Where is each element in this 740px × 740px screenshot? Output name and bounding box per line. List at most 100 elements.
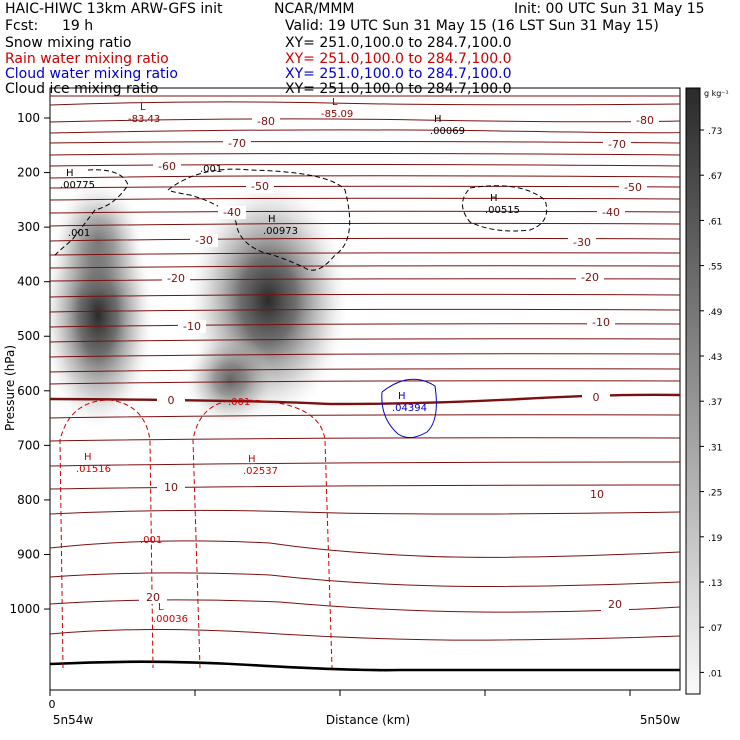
isotherm-label-bg	[139, 591, 167, 604]
isotherm-label-bg	[583, 488, 611, 501]
y-tick-label: 700	[17, 438, 40, 452]
field-rain-name: Rain water mixing ratio	[5, 51, 169, 67]
isotherm-label-bg	[178, 320, 206, 333]
isotherm-label: -30	[573, 236, 591, 249]
x-right-location: 5n50w	[640, 713, 681, 727]
isotherm-label-bg	[631, 114, 659, 127]
isotherm-label: -20	[167, 272, 185, 285]
isotherm-label-bg	[252, 115, 280, 128]
isotherm-label-bg	[603, 138, 631, 151]
contour-labels: .001 .001 .001 .001	[68, 164, 250, 546]
isotherm-label: -80	[257, 115, 275, 128]
colorbar-tick-label: .13	[708, 579, 722, 589]
init-time: Init: 00 UTC Sun 31 May 15	[514, 1, 705, 17]
y-axis-ticks: 100 200 300 400 500 600 700 800 900 1000	[9, 111, 50, 616]
x-origin-label: 0	[49, 698, 56, 711]
forecast-label: Fcst:	[5, 18, 39, 34]
isotherm-labels: -80 -80 -70 -70 -60 -50 -50 -40 -40 -30 -30 -20 -20 -…	[139, 114, 659, 611]
terrain-line	[49, 660, 680, 672]
isotherm-label: -20	[581, 271, 599, 284]
center-label: NCAR/MMM	[274, 1, 355, 17]
field-cloudice-xy: XY= 251.0,100.0 to 284.7,100.0	[285, 81, 512, 97]
y-tick-label: 600	[17, 384, 40, 398]
extremum-marker: H	[66, 168, 74, 179]
snow-shading	[50, 180, 348, 430]
field-cloudwater-xy: XY= 251.0,100.0 to 284.7,100.0	[285, 66, 512, 82]
isotherm-label: -50	[251, 180, 269, 193]
colorbar-tick-label: .37	[708, 398, 722, 408]
extremum-value: .04394	[392, 403, 427, 414]
isotherm-label-bg	[246, 180, 274, 193]
colorbar-tick-label: .07	[708, 624, 722, 634]
colorbar-tick-label: .43	[708, 353, 722, 363]
extremum-value: .00036	[153, 614, 188, 625]
isotherm-label: -70	[228, 137, 246, 150]
isotherm-label-bg	[619, 181, 647, 194]
plot-frame	[49, 87, 681, 691]
isotherm-label: 0	[168, 394, 175, 407]
y-axis-label: Pressure (hPa)	[3, 345, 17, 431]
extremum-value: .02537	[243, 466, 278, 477]
isotherm-label: -40	[223, 206, 241, 219]
extremum-marker: H	[398, 391, 406, 402]
x-axis-label: Distance (km)	[326, 713, 410, 727]
field-snow-xy: XY= 251.0,100.0 to 284.7,100.0	[285, 35, 512, 51]
y-tick-label: 900	[17, 547, 40, 561]
colorbar-tick-label: .49	[708, 308, 723, 318]
field-snow-name: Snow mixing ratio	[5, 35, 132, 51]
extremum-marker: H	[84, 452, 92, 463]
isotherm-label-bg	[587, 316, 615, 329]
extremum-value: .00069	[430, 126, 465, 137]
extremum-value: .00775	[60, 180, 95, 191]
colorbar-ticks: .73 .67 .61 .55 .49 .43 .37 .31 .25 .19 .13 .07 .01	[700, 127, 723, 679]
valid-time: Valid: 19 UTC Sun 31 May 15 (16 LST Sun …	[285, 18, 659, 34]
isotherm-label-bg	[223, 137, 251, 150]
isotherm-label-bg	[582, 391, 610, 404]
cloud-ice-contours	[54, 168, 548, 271]
rain-water-contours	[59, 399, 333, 669]
field-cloudice-name: Cloud ice mixing ratio	[5, 81, 159, 97]
extremum-value: -85.09	[321, 109, 353, 120]
colorbar-tick-label: .25	[708, 489, 722, 499]
isotherm-lines	[50, 95, 680, 641]
colorbar-tick-label: .01	[708, 669, 722, 679]
y-tick-label: 100	[17, 111, 40, 125]
isotherm-label: 10	[164, 481, 178, 494]
forecast-value: 19 h	[62, 18, 94, 34]
extremum-value: -83.43	[128, 114, 160, 125]
isotherm-label: 20	[146, 591, 160, 604]
chart-title: HAIC-HIWC 13km ARW-GFS init	[5, 1, 223, 17]
field-cloudwater-name: Cloud water mixing ratio	[5, 66, 178, 82]
contour-label: .001	[200, 164, 222, 175]
extremum-value: .00973	[263, 226, 298, 237]
isotherm-label: -10	[183, 320, 201, 333]
extremum-marker: L	[332, 97, 338, 108]
isotherm-label: -60	[158, 160, 176, 173]
extremum-marker: H	[268, 214, 276, 225]
extremum-marker: L	[158, 602, 164, 613]
colorbar-tick-label: .61	[708, 217, 722, 227]
x-left-location: 5n54w	[53, 713, 94, 727]
isotherm-label-bg	[576, 271, 604, 284]
isotherm-label-bg	[568, 236, 596, 249]
isotherm-label-bg	[153, 160, 181, 173]
isotherm-label: -70	[608, 138, 626, 151]
colorbar-tick-label: .55	[708, 263, 722, 273]
isotherm-label-bg	[218, 206, 246, 219]
colorbar-tick-label: .67	[708, 172, 722, 182]
y-tick-label: 400	[17, 275, 40, 289]
contour-label: .001	[140, 535, 162, 546]
isotherm-label-bg	[601, 598, 629, 611]
y-tick-label: 500	[17, 329, 40, 343]
extremum-marker: L	[140, 102, 146, 113]
isotherm-label: -40	[602, 206, 620, 219]
extremum-value: .00515	[485, 205, 520, 216]
extrema-labels: L-83.43L-85.09 H.00069H.00775H.00973H.005…	[60, 97, 520, 625]
y-tick-label: 200	[17, 166, 40, 180]
isotherm-label-bg	[190, 234, 218, 247]
colorbar-tick-label: .31	[708, 443, 722, 453]
isotherm-label: -10	[592, 316, 610, 329]
y-tick-label: 300	[17, 220, 40, 234]
colorbar-tick-label: .73	[708, 127, 722, 137]
